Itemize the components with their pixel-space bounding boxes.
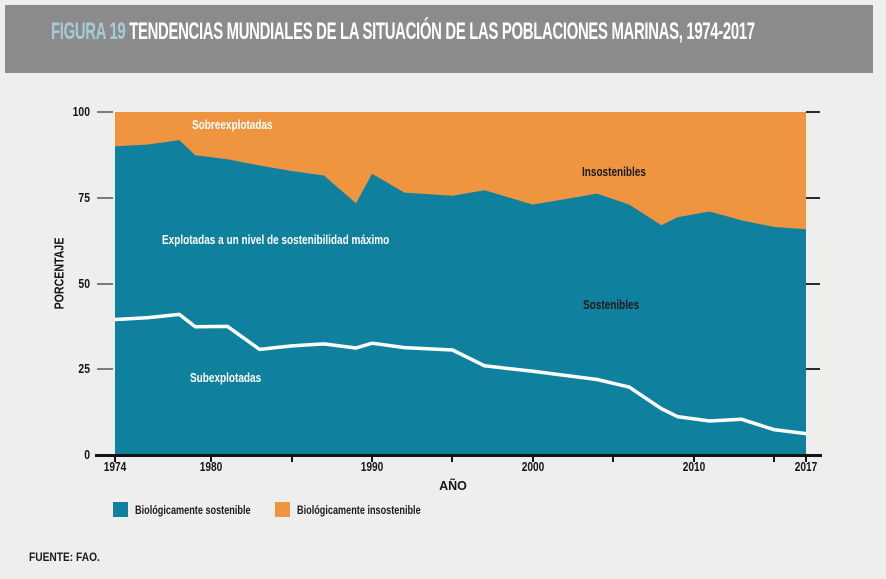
label-underfished: Subexplotadas xyxy=(190,371,262,385)
x-tick-1974 xyxy=(114,457,116,462)
x-tick-label-2000: 2000 xyxy=(521,459,545,474)
y-tick-left xyxy=(97,111,113,113)
legend-swatch xyxy=(275,502,290,517)
label-overexploited: Sobreexplotadas xyxy=(192,118,273,132)
label-sustainable: Sostenibles xyxy=(583,298,640,312)
label-maximally-sustainably-fished: Explotadas a un nivel de sostenibilidad … xyxy=(162,233,390,247)
figure-number: FIGURA 19 xyxy=(51,18,126,45)
y-tick-right xyxy=(806,196,820,199)
y-tick-left xyxy=(97,196,113,199)
x-tick-label-1974: 1974 xyxy=(103,459,127,474)
x-axis-title: AÑO xyxy=(439,479,467,493)
x-tick-2005 xyxy=(612,457,615,462)
source-note: FUENTE: FAO. xyxy=(29,550,100,564)
legend-swatch xyxy=(113,502,128,517)
figure-title-text: TENDENCIAS MUNDIALES DE LA SITUACIÓN DE … xyxy=(129,18,755,45)
y-tick-label-0: 0 xyxy=(84,447,90,462)
x-tick-1985 xyxy=(290,457,293,462)
legend-label: Biológicamente insostenible xyxy=(297,503,421,517)
legend-label: Biológicamente sostenible xyxy=(135,503,251,517)
area-sustainable xyxy=(115,140,806,455)
underfished-line xyxy=(115,312,806,436)
y-tick-left xyxy=(97,368,113,371)
plot-area xyxy=(115,112,806,455)
y-tick-right xyxy=(806,111,820,113)
x-tick-label-2017: 2017 xyxy=(794,459,818,474)
x-tick-label-1990: 1990 xyxy=(360,459,384,474)
y-tick-label-50: 50 xyxy=(78,275,90,291)
x-tick-2010 xyxy=(692,457,695,462)
x-tick-1995 xyxy=(451,457,454,462)
figure-title: FIGURA 19 TENDENCIAS MUNDIALES DE LA SIT… xyxy=(51,18,755,46)
x-tick-1980 xyxy=(210,457,213,462)
y-axis-title: PORCENTAJE xyxy=(52,237,67,310)
x-tick-label-2010: 2010 xyxy=(682,459,705,474)
x-tick-2000 xyxy=(531,457,534,462)
y-tick-left xyxy=(97,282,113,285)
x-tick-2015 xyxy=(772,457,775,462)
y-tick-right xyxy=(806,282,820,285)
label-unsustainable: Insostenibles xyxy=(582,165,646,179)
y-tick-label-25: 25 xyxy=(78,361,90,377)
y-tick-label-75: 75 xyxy=(78,189,90,205)
figure-title-bar: FIGURA 19 TENDENCIAS MUNDIALES DE LA SIT… xyxy=(5,5,873,73)
y-tick-label-100: 100 xyxy=(72,104,90,119)
x-tick-2017 xyxy=(805,457,807,462)
y-tick-right xyxy=(806,368,820,371)
x-axis-line xyxy=(95,454,822,457)
x-tick-1990 xyxy=(371,457,374,462)
x-tick-label-1980: 1980 xyxy=(200,459,223,474)
